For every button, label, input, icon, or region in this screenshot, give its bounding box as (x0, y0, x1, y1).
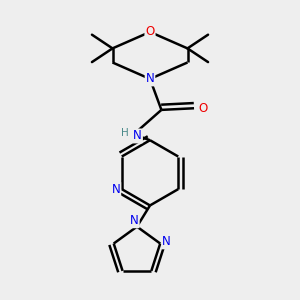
Text: O: O (199, 102, 208, 115)
Text: H: H (121, 128, 128, 138)
Text: N: N (112, 183, 120, 196)
Text: N: N (130, 214, 139, 227)
Text: O: O (146, 26, 154, 38)
Text: N: N (133, 130, 142, 142)
Text: N: N (162, 236, 171, 248)
Text: N: N (146, 72, 154, 86)
